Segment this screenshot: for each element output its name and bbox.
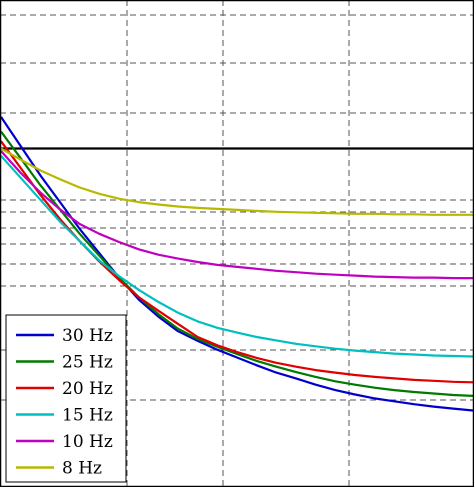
legend-box: [5, 314, 127, 483]
legend-label: 30 Hz: [62, 326, 113, 346]
series-line-1: [0, 130, 474, 397]
legend-label: 25 Hz: [62, 353, 113, 373]
legend-label: 20 Hz: [62, 379, 113, 399]
series-line-3: [0, 155, 474, 358]
series-line-4: [0, 150, 473, 280]
series-line-5: [0, 147, 473, 216]
legend-items: 30 Hz 25 Hz 20 Hz 15 Hz 10 Hz 8 Hz: [16, 326, 113, 479]
legend-label: 15 Hz: [62, 406, 113, 426]
series-line-0: [0, 116, 474, 412]
series-lines: [0, 116, 474, 412]
legend-label: 8 Hz: [62, 459, 102, 479]
legend-label: 10 Hz: [62, 432, 113, 452]
legend: 30 Hz 25 Hz 20 Hz 15 Hz 10 Hz 8 Hz: [5, 314, 127, 483]
horizontal-gridlines: [0, 14, 474, 401]
